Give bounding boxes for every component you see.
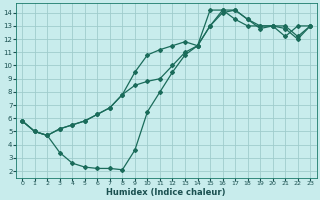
X-axis label: Humidex (Indice chaleur): Humidex (Indice chaleur) bbox=[107, 188, 226, 197]
